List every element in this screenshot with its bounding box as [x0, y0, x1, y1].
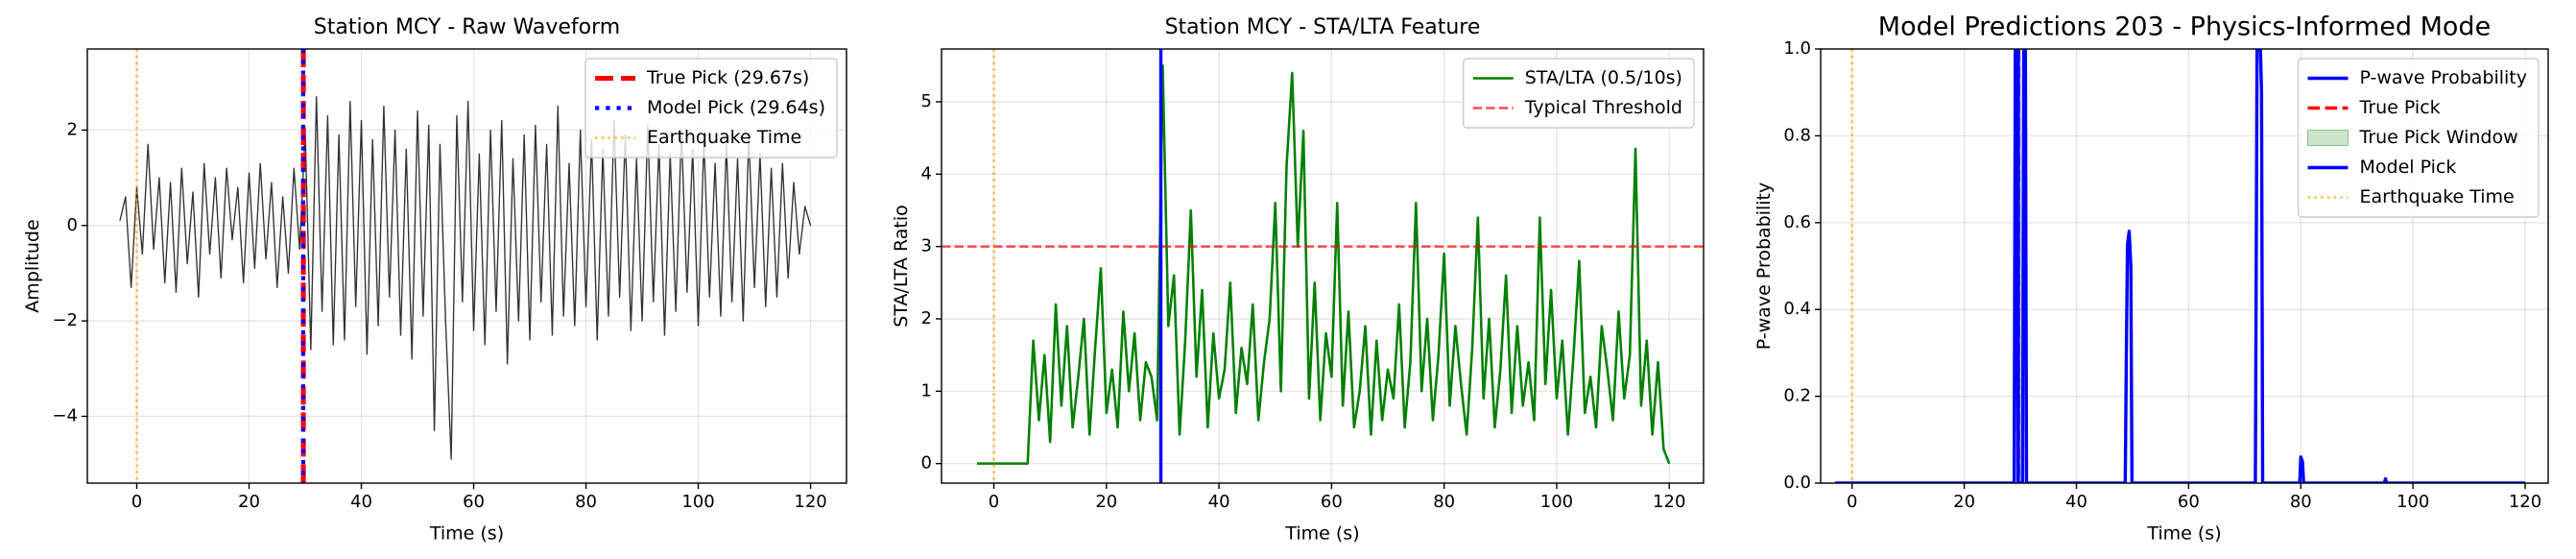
y-tick-label: 0.0: [1783, 473, 1811, 493]
x-tick-label: 60: [2178, 492, 2200, 512]
y-tick-label: 1.0: [1783, 38, 1811, 59]
x-tick-label: 100: [681, 492, 714, 512]
y-tick-label: −2: [52, 310, 78, 330]
data-line: [119, 95, 812, 460]
y-axis-label: STA/LTA Ratio: [891, 205, 912, 328]
axes-frame: [941, 48, 1705, 484]
axes-frame: [86, 48, 847, 484]
panel-title: Station MCY - Raw Waveform: [314, 15, 620, 39]
legend-label: Typical Threshold: [1524, 97, 1682, 118]
y-tick-label: 2: [921, 308, 932, 328]
y-tick-label: −4: [52, 405, 78, 425]
x-tick-label: 100: [1540, 492, 1573, 512]
y-tick-label: 0.4: [1783, 299, 1811, 319]
y-tick-label: 2: [67, 119, 78, 139]
y-tick-label: 0: [921, 453, 932, 474]
legend-label: Model Pick: [2360, 157, 2457, 178]
x-tick-label: 60: [463, 492, 485, 512]
x-tick-label: 100: [2397, 492, 2429, 512]
x-axis-label: Time (s): [1284, 523, 1359, 545]
x-axis-label: Time (s): [429, 523, 504, 545]
y-tick-label: 1: [921, 380, 932, 401]
legend-box: [1463, 58, 1695, 129]
plot-area: [119, 49, 812, 483]
y-tick-label: 0.2: [1783, 386, 1811, 406]
x-tick-label: 40: [1208, 492, 1230, 512]
legend-box: [584, 58, 838, 158]
plot-area: [942, 49, 1704, 483]
y-tick-label: 5: [921, 91, 932, 111]
x-tick-label: 0: [989, 492, 999, 512]
y-tick-label: 4: [921, 163, 932, 183]
x-tick-label: 20: [1095, 492, 1117, 512]
x-axis-label: Time (s): [2146, 523, 2221, 545]
y-tick-label: 0.6: [1783, 212, 1811, 232]
panel-title: Station MCY - STA/LTA Feature: [1165, 15, 1481, 39]
x-tick-label: 20: [1953, 492, 1975, 512]
legend-label: True Pick: [2359, 97, 2441, 118]
x-tick-label: 60: [1321, 492, 1343, 512]
x-tick-label: 120: [1653, 492, 1685, 512]
y-tick-label: 0: [67, 215, 78, 235]
y-tick-label: 3: [921, 236, 932, 256]
legend-swatch: [2307, 130, 2349, 146]
axes-frame: [1820, 48, 2549, 484]
legend-label: True Pick Window: [2359, 127, 2518, 148]
legend-label: P-wave Probability: [2360, 67, 2528, 88]
x-tick-label: 80: [1433, 492, 1455, 512]
x-tick-label: 40: [2065, 492, 2087, 512]
legend: STA/LTA (0.5/10s) Typical Threshold: [1463, 58, 1695, 129]
plot-area: [1835, 49, 2526, 483]
x-tick-label: 80: [2290, 492, 2312, 512]
legend-label: Model Pick (29.64s): [647, 97, 825, 118]
y-axis-label: Amplitude: [22, 219, 43, 312]
x-tick-label: 120: [794, 492, 826, 512]
legend-label: Earthquake Time: [647, 127, 801, 148]
legend-box: [2297, 58, 2540, 218]
panel-title: Model Predictions 203 - Physics-Informed…: [1878, 12, 2491, 42]
x-tick-label: 120: [2509, 492, 2541, 512]
legend-label: STA/LTA (0.5/10s): [1525, 67, 1682, 88]
data-line: [976, 64, 1671, 465]
x-tick-label: 80: [575, 492, 597, 512]
x-tick-label: 0: [131, 492, 142, 512]
x-tick-label: 0: [1847, 492, 1857, 512]
legend-label: Earthquake Time: [2360, 186, 2515, 207]
y-axis-label: P-wave Probability: [1753, 182, 1775, 351]
x-tick-label: 40: [350, 492, 372, 512]
x-tick-label: 20: [238, 492, 260, 512]
panel: Model Predictions 203 - Physics-Informed…: [1753, 12, 2549, 545]
legend: P-wave Probability True Pick True Pick Win…: [2297, 58, 2540, 218]
y-tick-label: 0.8: [1783, 125, 1811, 145]
legend-label: True Pick (29.67s): [646, 67, 809, 88]
data-line: [1835, 49, 2526, 483]
legend: True Pick (29.67s) Model Pick (29.64s) Ear…: [584, 58, 838, 158]
